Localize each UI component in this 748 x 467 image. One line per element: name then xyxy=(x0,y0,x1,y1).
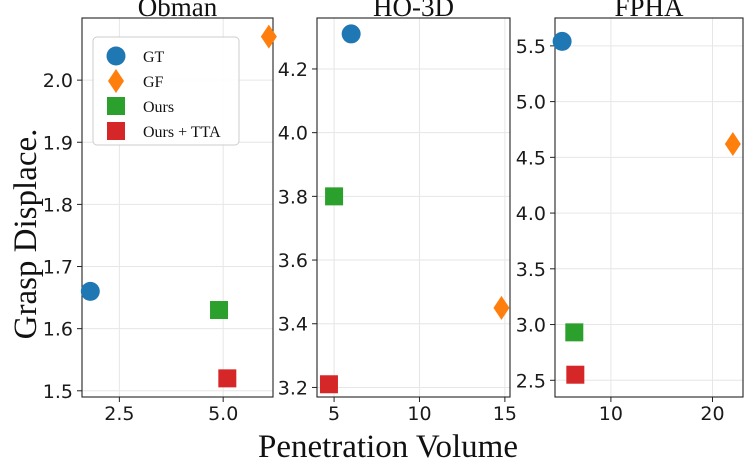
legend-items: GT GF Ours Ours + TTA xyxy=(106,46,221,141)
y-tick-label: 4.0 xyxy=(278,123,308,145)
legend: GT GF Ours Ours + TTA xyxy=(92,36,240,146)
y-tick-label: 1.7 xyxy=(43,257,73,279)
point-gf xyxy=(724,131,741,156)
point-ours xyxy=(325,187,344,206)
y-tick-label: 1.6 xyxy=(43,319,73,341)
panels-group: 1.51.61.71.81.92.02.5 5.0Obman3.23.43.63.… xyxy=(43,0,744,425)
point-ours-plus-tta xyxy=(319,375,338,394)
panel-frame xyxy=(554,17,744,398)
point-gf xyxy=(493,295,510,320)
legend-item-gf: GF xyxy=(108,69,164,93)
legend-item-ours: Ours xyxy=(107,97,174,116)
legend-marker-ours xyxy=(107,97,125,115)
legend-item-ours-plus-tta: Ours + TTA xyxy=(107,122,221,141)
x-tick-label: 10 xyxy=(599,403,623,425)
panel-fpha: 2.5 3.0 3.5 4.0 4.5 5.0 5.5 10 20 FPHA xyxy=(516,0,744,425)
point-ours xyxy=(565,323,584,342)
legend-marker-ours-plus-tta xyxy=(107,122,125,140)
legend-label: GF xyxy=(143,74,164,91)
x-axis-label: Penetration Volume xyxy=(258,429,518,465)
y-tick-label: 3.8 xyxy=(278,186,308,208)
y-tick-label: 3.2 xyxy=(278,377,308,399)
y-tick-label: 4.5 xyxy=(516,147,546,169)
point-gf xyxy=(260,24,277,49)
y-tick-label: 3.6 xyxy=(278,250,308,272)
y-tick-label: 3.4 xyxy=(278,314,308,336)
legend-marker-gf xyxy=(108,69,124,93)
y-tick-label: 1.9 xyxy=(43,132,73,154)
x-tick-label: 10 xyxy=(407,403,431,425)
y-tick-label: 2.0 xyxy=(43,70,73,92)
panel-frame xyxy=(81,17,274,398)
point-gt xyxy=(341,24,361,44)
legend-label: Ours xyxy=(143,99,174,116)
panel-frame xyxy=(316,17,511,398)
x-tick-label: 20 xyxy=(700,403,724,425)
panel-title: HO-3D xyxy=(373,0,454,22)
y-tick-label: 5.0 xyxy=(516,92,546,114)
y-tick-label: 1.8 xyxy=(43,194,73,216)
point-ours-plus-tta xyxy=(218,369,237,388)
legend-label: Ours + TTA xyxy=(143,124,221,141)
legend-frame xyxy=(92,36,240,146)
y-axis-label: Grasp Displace. xyxy=(8,129,44,340)
y-tick-label: 3.5 xyxy=(516,259,546,281)
y-tick-label: 2.5 xyxy=(516,370,546,392)
legend-label: GT xyxy=(143,49,165,66)
y-tick-label: 4.2 xyxy=(278,59,308,81)
point-ours-plus-tta xyxy=(566,365,585,384)
x-tick-label: 5 xyxy=(328,403,340,425)
x-tick-label: 2.5 xyxy=(104,403,134,425)
point-ours xyxy=(210,301,229,320)
y-tick-label: 5.5 xyxy=(516,36,546,58)
x-tick-label: 5.0 xyxy=(208,403,238,425)
x-tick-label: 15 xyxy=(493,403,517,425)
y-tick-label: 1.5 xyxy=(43,381,73,403)
panel-title: FPHA xyxy=(614,0,684,22)
legend-marker-gt xyxy=(106,46,126,66)
y-tick-label: 3.0 xyxy=(516,315,546,337)
point-gt xyxy=(80,281,100,301)
legend-item-gt: GT xyxy=(106,46,165,66)
panel-ho-3d: 3.2 3.4 3.6 3.8 4.0 4.2 5 10 15 HO-3D xyxy=(278,0,517,425)
panel-title: Obman xyxy=(138,0,218,22)
y-tick-label: 4.0 xyxy=(516,203,546,225)
point-gt xyxy=(552,31,572,51)
